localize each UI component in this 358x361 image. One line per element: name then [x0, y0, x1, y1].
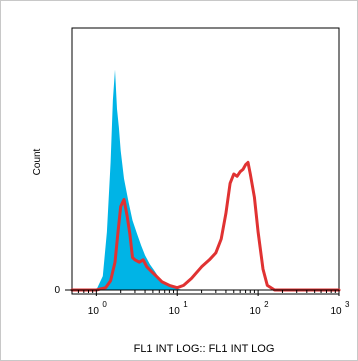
y-axis-label: Count [32, 148, 43, 175]
x-tick-label-exponent: 1 [183, 300, 188, 309]
x-tick-label: 10 [250, 306, 262, 317]
x-tick-label: 10 [88, 306, 100, 317]
series-marks [70, 69, 341, 292]
y-tick-label: 0 [54, 285, 60, 296]
x-axis-label: FL1 INT LOG:: FL1 INT LOG [134, 343, 275, 355]
x-tick-label-exponent: 3 [345, 300, 350, 309]
x-tick-label-exponent: 2 [264, 300, 269, 309]
x-tick-label-exponent: 0 [102, 300, 107, 309]
x-tick-label: 10 [169, 306, 181, 317]
x-tick-label: 10 [330, 306, 342, 317]
line-histogram-series [70, 160, 341, 292]
